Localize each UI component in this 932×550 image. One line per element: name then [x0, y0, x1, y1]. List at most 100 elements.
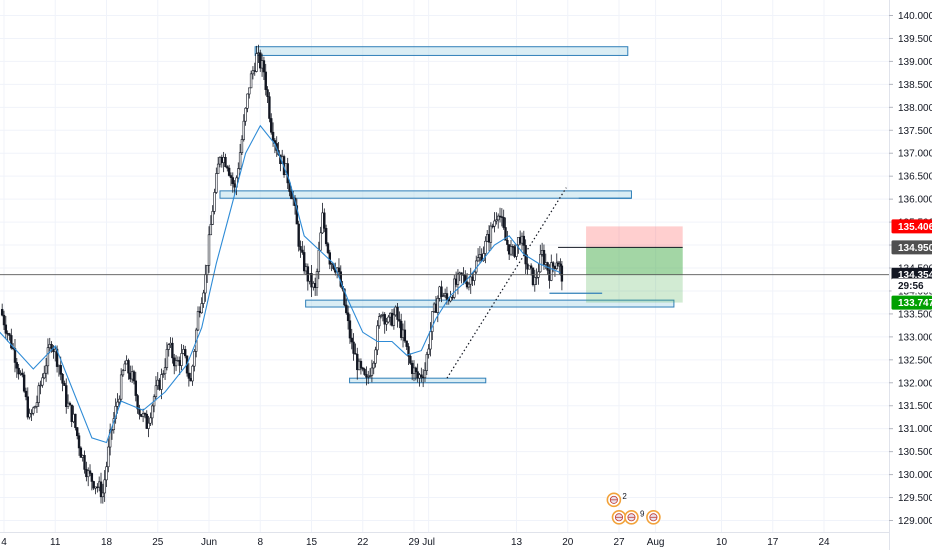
candle: [370, 359, 374, 383]
candle: [46, 338, 50, 375]
price-tag-4: 29:56: [891, 278, 932, 293]
event-badge-1[interactable]: 2: [606, 492, 627, 508]
candle-body-down: [145, 413, 148, 429]
candle-body-up: [105, 466, 108, 481]
candle-body-up: [118, 398, 121, 403]
candle-body-up: [535, 276, 538, 279]
zone-3[interactable]: [305, 299, 675, 308]
candle: [432, 302, 436, 313]
candle: [15, 357, 19, 378]
candle: [227, 164, 231, 177]
candle-body-up: [438, 286, 441, 299]
candle-body-up: [257, 52, 260, 54]
candle: [354, 343, 357, 355]
y-tick-label: 138.500: [898, 80, 932, 91]
candle-body-down: [189, 378, 192, 382]
candle: [531, 267, 535, 287]
candle-body-down: [313, 283, 317, 288]
y-tick-label: 140.000: [898, 11, 932, 22]
candle: [200, 297, 203, 314]
candle: [26, 387, 29, 420]
candle: [513, 244, 516, 259]
event-badges[interactable]: 239: [606, 492, 661, 525]
candle-body-down: [409, 355, 412, 364]
y-tick-label: 136.500: [898, 172, 932, 183]
candle: [160, 368, 163, 400]
y-tick-label: 129.500: [898, 493, 932, 504]
x-tick-label: 4: [1, 537, 7, 548]
candle: [271, 122, 275, 147]
x-tick-label: 24: [818, 537, 830, 548]
candle-body-down: [220, 157, 224, 163]
time-axis[interactable]: 4 11 18 25 Jun 8 15 22 29 Jul 13 20 27 Aug 10 17 24: [1, 537, 830, 548]
candle-body-up: [368, 375, 372, 377]
candle: [467, 282, 471, 291]
candle: [140, 414, 143, 418]
candle: [376, 320, 379, 356]
candle: [10, 328, 13, 350]
candle-body-up: [246, 93, 249, 109]
candle-body-up: [473, 271, 476, 281]
candle: [489, 222, 493, 251]
stop-loss-area[interactable]: [586, 226, 683, 248]
candle-body-up: [249, 73, 253, 89]
candle-body-down: [74, 413, 77, 428]
candle-body-down: [365, 374, 368, 378]
candle-body-up: [429, 331, 432, 350]
candle-body-up: [469, 276, 472, 285]
candle: [522, 230, 526, 254]
candle-body-up: [425, 354, 429, 371]
candle: [398, 311, 401, 329]
candle: [394, 305, 397, 317]
candle: [528, 265, 531, 270]
candle-body-up: [367, 376, 370, 378]
candle-body-down: [134, 380, 137, 396]
candle-body-down: [513, 246, 516, 257]
event-badge-4[interactable]: [646, 509, 661, 525]
candle-body-down: [96, 486, 99, 489]
zone-1[interactable]: [254, 46, 629, 56]
candle-body-up: [431, 311, 434, 332]
candle-body-up: [205, 265, 209, 275]
candle-body-up: [436, 298, 439, 313]
candle-body-up: [394, 306, 397, 316]
candle: [70, 404, 73, 428]
candle-body-down: [323, 212, 326, 229]
candle-body-down: [343, 288, 346, 306]
candle-body-up: [381, 314, 385, 316]
candle-body-down: [22, 374, 26, 392]
candle-body-up: [251, 70, 255, 75]
candle: [76, 426, 79, 440]
candle-body-up: [392, 314, 396, 326]
candle: [374, 346, 377, 368]
candle-body-down: [410, 362, 414, 374]
x-tick-label: 10: [716, 537, 728, 548]
price-axis[interactable]: 129.000 129.500 130.000 130.500 131.000 131.5…: [889, 11, 932, 527]
candle-body-up: [147, 422, 150, 429]
candle-body-down: [297, 223, 300, 247]
candle: [174, 355, 178, 372]
candle: [39, 380, 42, 395]
candle: [399, 313, 403, 341]
candle: [425, 351, 429, 376]
candle-body-up: [193, 351, 196, 367]
candle: [154, 376, 158, 401]
x-tick-label: Jul: [422, 537, 435, 548]
y-tick-label: 137.500: [898, 126, 932, 137]
candle: [502, 209, 505, 230]
candle: [346, 305, 350, 330]
candle: [246, 93, 249, 113]
event-badge-3[interactable]: 9: [624, 509, 645, 525]
chart-grid: [0, 0, 889, 532]
x-tick-label: 29: [408, 537, 420, 548]
x-tick-label: Jun: [201, 537, 217, 548]
trendline-dotted[interactable]: [446, 187, 567, 379]
zone-2[interactable]: [219, 190, 632, 199]
candle: [348, 314, 352, 344]
candle-body-down: [522, 235, 526, 246]
candle-body-down: [506, 240, 509, 245]
candle-body-up: [39, 384, 42, 387]
candle-body-down: [171, 342, 174, 359]
candle: [255, 45, 258, 73]
